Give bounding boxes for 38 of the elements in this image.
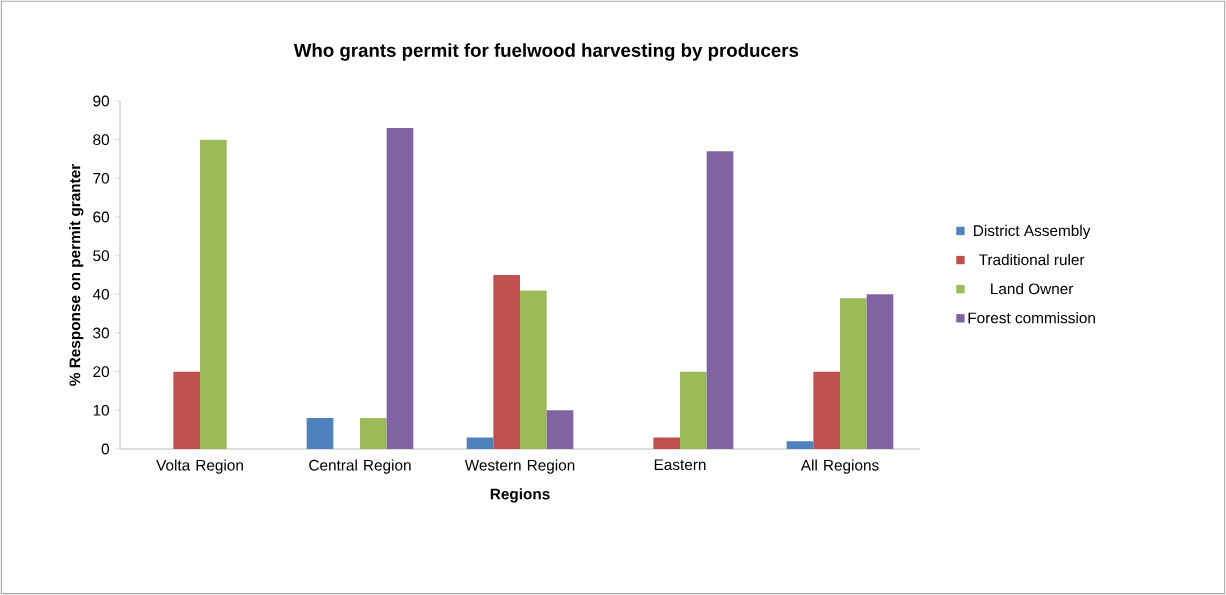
x-tick-label: Western Region xyxy=(464,459,575,474)
legend-label: District Assembly xyxy=(974,224,1091,240)
y-tick-label: 90 xyxy=(93,95,110,107)
y-tick-label: 80 xyxy=(93,134,110,146)
x-tick-label: Eastern xyxy=(654,459,706,471)
legend-label: Land Owner xyxy=(991,283,1074,295)
bar xyxy=(840,298,867,449)
bar xyxy=(786,441,814,449)
y-tick-label: 0 xyxy=(101,443,110,455)
y-tick-label: 70 xyxy=(93,172,110,184)
y-tick-label: 60 xyxy=(93,211,110,223)
bar xyxy=(386,128,414,449)
bar xyxy=(173,371,201,449)
bar xyxy=(200,139,227,449)
x-tick-label: Central Region xyxy=(309,459,411,474)
legend-label: Traditional ruler xyxy=(978,253,1085,266)
bar xyxy=(466,437,494,449)
bar xyxy=(706,151,734,449)
bar xyxy=(520,290,547,449)
bar xyxy=(813,371,841,449)
y-axis-title: % Response on permit granter xyxy=(69,164,84,386)
y-tick-label: 20 xyxy=(93,366,110,378)
x-tick-label: Volta Region xyxy=(156,459,243,474)
y-tick-label: 10 xyxy=(93,404,110,416)
bar xyxy=(360,418,387,449)
chart-title: Who grants permit for fuelwood harvesting by producers xyxy=(293,43,799,61)
x-tick-label: All Regions xyxy=(800,459,879,474)
y-tick-label: 50 xyxy=(93,250,110,262)
bar xyxy=(680,371,707,449)
y-tick-label: 40 xyxy=(92,288,110,300)
y-tick-label: 30 xyxy=(93,327,110,339)
x-axis-title: Regions xyxy=(490,488,550,503)
bar xyxy=(866,294,894,449)
bar xyxy=(546,410,574,449)
bar xyxy=(306,418,334,449)
bar xyxy=(653,437,681,449)
bar xyxy=(493,274,521,449)
legend-label: Forest commission xyxy=(968,312,1095,324)
